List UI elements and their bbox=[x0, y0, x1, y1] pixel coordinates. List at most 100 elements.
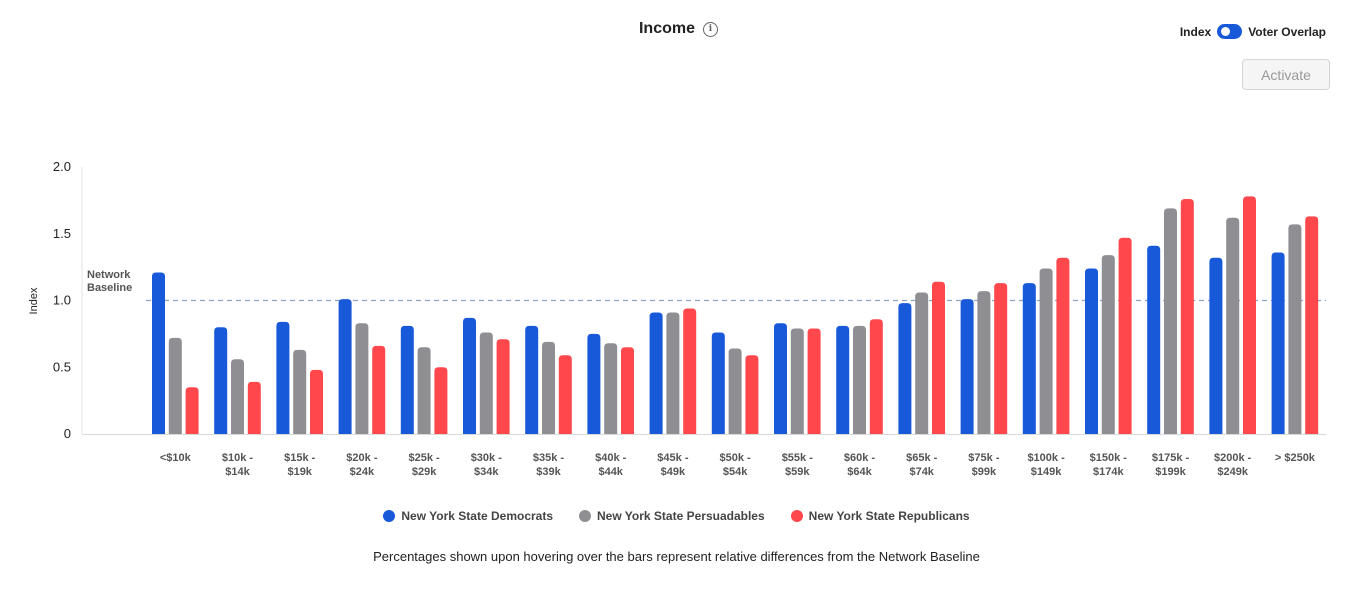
chart-legend: New York State Democrats New York State … bbox=[0, 509, 1353, 523]
bar-persuadables bbox=[977, 291, 991, 434]
index-overlap-toggle[interactable] bbox=[1217, 24, 1243, 39]
bar-republicans bbox=[1180, 199, 1194, 434]
baseline-label-line2: Baseline bbox=[87, 282, 132, 294]
bar-republicans bbox=[745, 355, 759, 434]
bar-democrats bbox=[214, 327, 228, 434]
legend-dot-republicans bbox=[790, 510, 803, 522]
title-group: Income i bbox=[639, 20, 718, 38]
bar-persuadables bbox=[666, 312, 680, 434]
y-tick-label: 0.5 bbox=[53, 359, 71, 374]
bar-republicans bbox=[869, 319, 883, 434]
bar-democrats bbox=[711, 332, 725, 434]
bar-democrats bbox=[338, 299, 352, 434]
bar-persuadables bbox=[417, 347, 431, 434]
bar-democrats bbox=[587, 333, 601, 434]
bar-persuadables bbox=[604, 343, 618, 434]
x-tick-label: $14k bbox=[225, 466, 250, 478]
y-tick-label: 1.0 bbox=[53, 293, 71, 308]
x-tick-label: $75k - bbox=[968, 452, 1000, 464]
bar-republicans bbox=[310, 369, 323, 434]
bar-democrats bbox=[898, 303, 912, 434]
x-tick-label: $25k - bbox=[408, 452, 440, 464]
bar-democrats bbox=[960, 299, 974, 434]
view-toggle: Index Voter Overlap bbox=[1180, 24, 1326, 39]
bar-democrats bbox=[1022, 283, 1036, 434]
activate-button[interactable]: Activate bbox=[1242, 59, 1330, 90]
legend-label-persuadables: New York State Persuadables bbox=[597, 509, 765, 523]
legend-item-persuadables[interactable]: New York State Persuadables bbox=[579, 509, 765, 523]
legend-label-democrats: New York State Democrats bbox=[401, 509, 554, 523]
x-tick-label: $10k - bbox=[222, 452, 254, 464]
legend-dot-persuadables bbox=[579, 510, 592, 522]
bar-persuadables bbox=[293, 349, 307, 434]
chart-footnote: Percentages shown upon hovering over the… bbox=[373, 549, 980, 564]
x-tick-label: > $250k bbox=[1275, 452, 1316, 464]
legend-item-democrats[interactable]: New York State Democrats bbox=[383, 509, 553, 523]
page-title: Income bbox=[638, 20, 695, 37]
x-tick-label: $249k bbox=[1217, 466, 1248, 478]
x-tick-label: $64k bbox=[847, 466, 872, 478]
x-tick-label: $100k - bbox=[1027, 452, 1065, 464]
bar-democrats bbox=[836, 325, 850, 434]
x-tick-label: $19k bbox=[287, 466, 312, 478]
bar-persuadables bbox=[1039, 268, 1053, 434]
bar-democrats bbox=[276, 321, 290, 434]
bar-republicans bbox=[558, 355, 572, 434]
legend-item-republicans[interactable]: New York State Republicans bbox=[790, 509, 970, 523]
x-tick-label: $15k - bbox=[284, 452, 316, 464]
bar-persuadables bbox=[1288, 224, 1302, 434]
toggle-knob bbox=[1221, 27, 1231, 36]
bar-republicans bbox=[683, 308, 697, 434]
bar-republicans bbox=[185, 387, 199, 434]
bar-republicans bbox=[932, 281, 945, 434]
bar-democrats bbox=[649, 312, 663, 434]
info-icon[interactable]: i bbox=[703, 21, 718, 37]
bar-persuadables bbox=[728, 348, 742, 434]
x-tick-label: $150k - bbox=[1090, 452, 1128, 464]
baseline-label-line1: Network bbox=[87, 269, 131, 281]
bar-democrats bbox=[525, 325, 539, 434]
bar-republicans bbox=[621, 347, 634, 434]
y-tick-label: 2.0 bbox=[53, 159, 71, 174]
x-tick-label: $24k bbox=[350, 466, 375, 478]
bar-republicans bbox=[434, 367, 448, 434]
x-tick-label: $50k - bbox=[719, 452, 751, 464]
bar-democrats bbox=[152, 272, 165, 434]
x-tick-label: $39k bbox=[536, 466, 561, 478]
bar-republicans bbox=[1243, 196, 1256, 434]
toggle-label-index[interactable]: Index bbox=[1179, 24, 1212, 39]
x-tick-label: $20k - bbox=[346, 452, 378, 464]
bar-persuadables bbox=[853, 325, 866, 434]
bar-republicans bbox=[1305, 216, 1319, 434]
bar-persuadables bbox=[1226, 217, 1240, 434]
x-tick-label: $59k bbox=[785, 466, 810, 478]
bar-persuadables bbox=[542, 341, 555, 434]
bar-persuadables bbox=[479, 332, 493, 434]
x-tick-label: $49k bbox=[661, 466, 686, 478]
x-tick-label: $99k bbox=[972, 466, 997, 478]
toggle-label-voter-overlap[interactable]: Voter Overlap bbox=[1248, 24, 1326, 39]
y-tick-label: 0 bbox=[64, 426, 71, 441]
x-tick-label: $40k - bbox=[595, 452, 627, 464]
bar-persuadables bbox=[231, 359, 244, 434]
chart-header: Income i bbox=[0, 20, 1353, 38]
x-tick-label: $34k bbox=[474, 466, 499, 478]
legend-dot-democrats bbox=[383, 510, 396, 522]
bar-republicans bbox=[807, 328, 821, 434]
bar-democrats bbox=[1147, 245, 1161, 434]
x-tick-label: $30k - bbox=[471, 452, 503, 464]
bar-democrats bbox=[1085, 268, 1098, 434]
bar-democrats bbox=[1271, 252, 1285, 434]
bar-persuadables bbox=[790, 328, 804, 434]
x-tick-label: $55k - bbox=[782, 452, 814, 464]
bar-republicans bbox=[994, 283, 1008, 434]
bar-democrats bbox=[774, 323, 787, 434]
bar-democrats bbox=[1209, 257, 1223, 434]
x-tick-label: <$10k bbox=[160, 452, 192, 464]
x-tick-label: $45k - bbox=[657, 452, 689, 464]
x-tick-label: $199k bbox=[1155, 466, 1186, 478]
x-tick-label: $65k - bbox=[906, 452, 938, 464]
x-tick-label: $149k bbox=[1031, 466, 1062, 478]
x-tick-label: $44k bbox=[598, 466, 623, 478]
legend-label-republicans: New York State Republicans bbox=[808, 509, 970, 523]
